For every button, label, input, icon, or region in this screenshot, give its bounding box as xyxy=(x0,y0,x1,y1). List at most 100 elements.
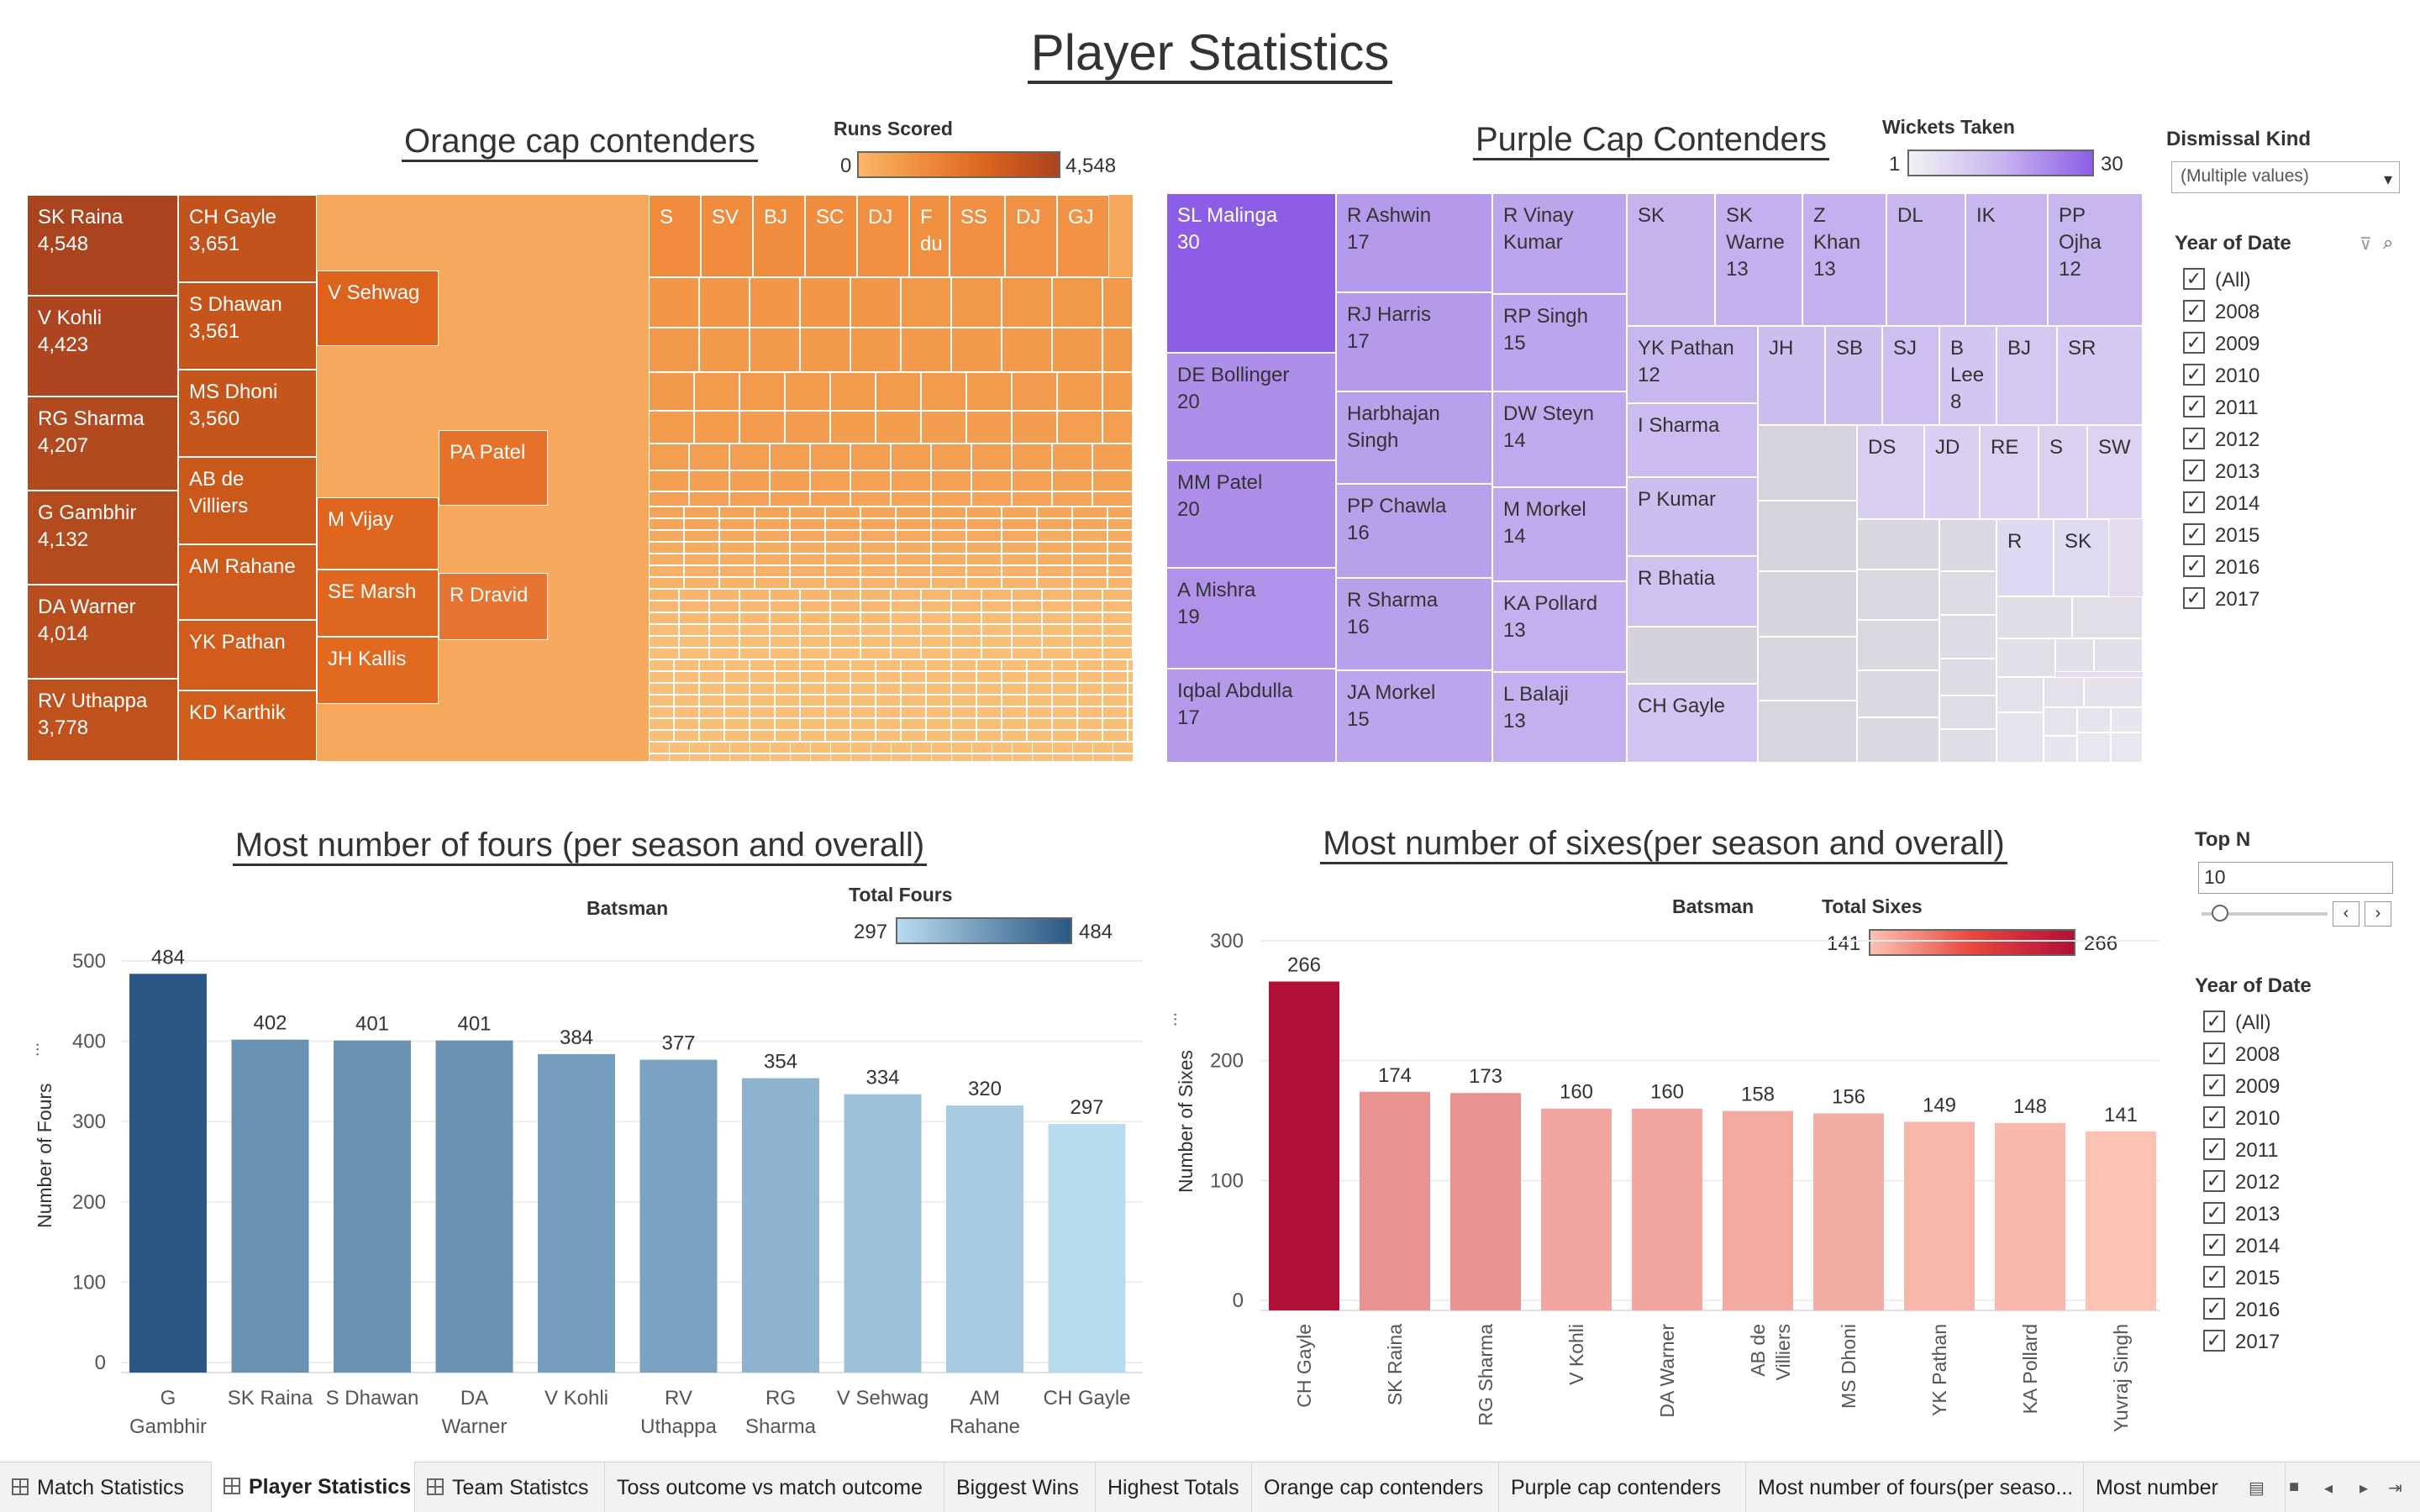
treemap-cell[interactable] xyxy=(1027,706,1052,718)
treemap-cell[interactable] xyxy=(825,718,850,730)
treemap-cell[interactable] xyxy=(951,683,976,695)
bar[interactable] xyxy=(1995,1122,2065,1310)
treemap-cell[interactable] xyxy=(1939,571,1996,615)
treemap-cell[interactable]: SL Malinga 30 xyxy=(1166,193,1336,353)
treemap-cell[interactable] xyxy=(981,601,1012,612)
treemap-cell[interactable] xyxy=(966,518,1002,530)
checkbox[interactable]: ✓ xyxy=(2183,299,2205,322)
treemap-cell[interactable]: CH Gayle 3,651 xyxy=(178,195,317,282)
treemap-cell[interactable] xyxy=(931,518,966,530)
treemap-cell[interactable] xyxy=(719,518,755,530)
treemap-cell[interactable] xyxy=(1077,695,1102,706)
treemap-cell[interactable] xyxy=(699,706,724,718)
treemap-cell[interactable] xyxy=(729,444,770,470)
decrement-button[interactable]: ‹ xyxy=(2333,901,2360,927)
treemap-cell[interactable] xyxy=(649,636,679,648)
treemap-cell[interactable] xyxy=(699,695,724,706)
treemap-cell[interactable]: IK xyxy=(1965,193,2048,326)
treemap-cell[interactable] xyxy=(800,589,830,601)
treemap-cell[interactable] xyxy=(966,507,1002,518)
increment-button[interactable]: › xyxy=(2365,901,2391,927)
treemap-cell[interactable] xyxy=(825,530,860,542)
treemap-cell[interactable]: P Kumar xyxy=(1627,477,1758,556)
sheet-tab[interactable]: Biggest Wins xyxy=(944,1462,1096,1512)
treemap-cell[interactable] xyxy=(1758,637,1857,701)
show-filmstrip-icon[interactable]: ■ xyxy=(2289,1478,2300,1496)
treemap-cell[interactable] xyxy=(1102,718,1128,730)
treemap-cell[interactable] xyxy=(850,695,876,706)
treemap-cell[interactable] xyxy=(1092,491,1133,507)
treemap-cell[interactable] xyxy=(755,518,790,530)
treemap-cell[interactable] xyxy=(810,470,850,491)
treemap-cell[interactable] xyxy=(951,706,976,718)
treemap-cell[interactable] xyxy=(876,695,901,706)
treemap-cell[interactable] xyxy=(1002,542,1037,554)
treemap-cell[interactable] xyxy=(674,683,699,695)
checkbox[interactable]: ✓ xyxy=(2203,1042,2225,1064)
treemap-cell[interactable] xyxy=(860,518,896,530)
treemap-cell[interactable] xyxy=(1052,491,1092,507)
treemap-cell[interactable]: SK xyxy=(2054,519,2109,596)
treemap-cell[interactable] xyxy=(901,683,926,695)
treemap-cell[interactable] xyxy=(775,706,800,718)
treemap-cell[interactable] xyxy=(971,470,1012,491)
treemap-cell[interactable] xyxy=(684,565,719,577)
checkbox[interactable]: ✓ xyxy=(2203,1201,2225,1224)
treemap-cell[interactable] xyxy=(896,518,931,530)
treemap-cell[interactable] xyxy=(649,554,684,565)
treemap-cell[interactable] xyxy=(1012,372,1057,411)
treemap-cell[interactable] xyxy=(1012,589,1042,601)
treemap-cell[interactable] xyxy=(1042,648,1072,659)
year-checkbox-row[interactable]: ✓ (All) xyxy=(2203,1010,2271,1037)
treemap-cell[interactable]: R Dravid xyxy=(439,573,548,640)
treemap-cell[interactable] xyxy=(860,636,891,648)
treemap-cell[interactable] xyxy=(825,683,850,695)
previous-sheet-icon[interactable]: ◂ xyxy=(2324,1479,2333,1498)
treemap-cell[interactable] xyxy=(1102,659,1128,671)
treemap-cell[interactable] xyxy=(679,589,709,601)
treemap-cell[interactable] xyxy=(775,671,800,683)
treemap-cell[interactable] xyxy=(901,695,926,706)
checkbox[interactable]: ✓ xyxy=(2203,1010,2225,1032)
treemap-cell[interactable] xyxy=(1002,695,1027,706)
treemap-cell[interactable] xyxy=(674,730,699,742)
treemap-cell[interactable] xyxy=(709,624,739,636)
treemap-cell[interactable] xyxy=(684,577,719,589)
treemap-cell[interactable] xyxy=(2044,736,2077,763)
treemap-cell[interactable] xyxy=(810,742,832,753)
treemap-cell[interactable] xyxy=(901,328,951,372)
treemap-cell[interactable] xyxy=(971,444,1012,470)
treemap-cell[interactable] xyxy=(719,554,755,565)
treemap-cell[interactable] xyxy=(1857,519,1939,570)
treemap-cell[interactable] xyxy=(951,753,973,761)
checkbox[interactable]: ✓ xyxy=(2203,1329,2225,1352)
treemap-cell[interactable] xyxy=(951,328,1002,372)
treemap-cell[interactable] xyxy=(825,554,860,565)
treemap-cell[interactable] xyxy=(1107,507,1133,518)
treemap-cell[interactable] xyxy=(971,753,993,761)
treemap-cell[interactable] xyxy=(981,612,1012,624)
treemap-cell[interactable] xyxy=(921,589,951,601)
bar[interactable] xyxy=(1723,1110,1793,1310)
treemap-cell[interactable] xyxy=(699,730,724,742)
treemap-cell[interactable] xyxy=(901,706,926,718)
treemap-cell[interactable] xyxy=(1107,542,1133,554)
treemap-cell[interactable] xyxy=(674,695,699,706)
treemap-cell[interactable] xyxy=(825,507,860,518)
treemap-cell[interactable]: RV Uthappa 3,778 xyxy=(27,679,178,761)
treemap-cell[interactable] xyxy=(1012,612,1042,624)
treemap-cell[interactable] xyxy=(1072,589,1102,601)
treemap-cell[interactable]: S xyxy=(649,195,701,277)
treemap-cell[interactable] xyxy=(901,718,926,730)
treemap-cell[interactable] xyxy=(931,491,971,507)
treemap-cell[interactable] xyxy=(1072,507,1107,518)
treemap-cell[interactable]: YK Pathan 12 xyxy=(1627,326,1758,403)
treemap-cell[interactable]: S xyxy=(2039,425,2087,519)
search-icon[interactable]: ⌕ xyxy=(2383,232,2394,253)
treemap-cell[interactable] xyxy=(750,695,775,706)
treemap-cell[interactable] xyxy=(926,718,951,730)
treemap-cell[interactable] xyxy=(830,753,852,761)
treemap-cell[interactable] xyxy=(649,695,674,706)
treemap-cell[interactable] xyxy=(921,411,966,444)
treemap-cell[interactable] xyxy=(649,565,684,577)
